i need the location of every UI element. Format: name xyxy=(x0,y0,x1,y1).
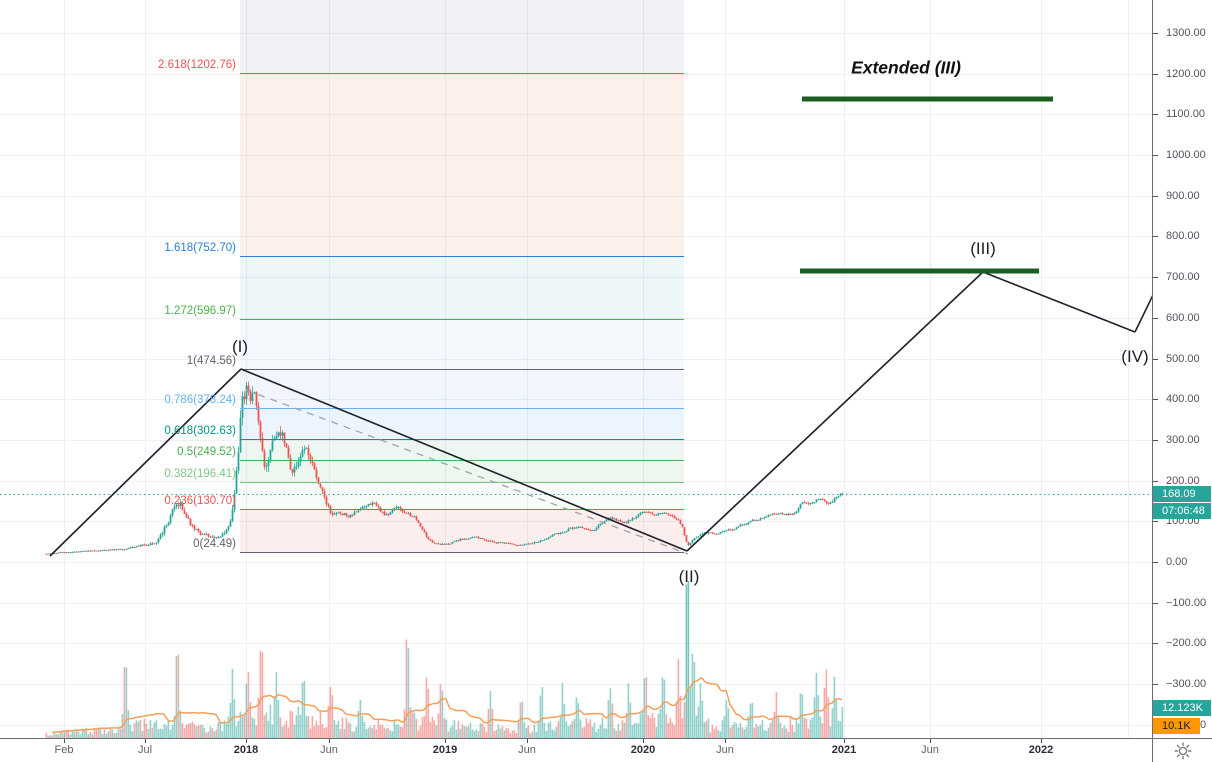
time-tick-mark xyxy=(725,739,726,743)
price-tick-mark xyxy=(1153,74,1158,75)
price-tick-label: 300.00 xyxy=(1166,433,1200,446)
time-tick-mark xyxy=(844,739,845,743)
time-tick-mark xyxy=(643,739,644,743)
time-tick-mark xyxy=(64,739,65,743)
price-tick-label: −100.00 xyxy=(1166,596,1207,609)
price-tick-mark xyxy=(1153,440,1158,441)
time-tick-label: Jun xyxy=(716,744,734,756)
chart-settings-corner xyxy=(1152,738,1212,762)
bar-countdown-badge: 07:06:48 xyxy=(1153,503,1211,519)
time-tick-label: Jun xyxy=(518,744,536,756)
price-tick-label: 1200.00 xyxy=(1166,67,1206,80)
price-tick-label: 0.00 xyxy=(1166,556,1188,569)
time-tick-label: 2019 xyxy=(432,744,458,756)
price-tick-mark xyxy=(1153,359,1158,360)
time-tick-label: 2022 xyxy=(1028,744,1054,756)
price-tick-label: −300.00 xyxy=(1166,678,1207,691)
price-tick-mark xyxy=(1153,481,1158,482)
price-tick-mark xyxy=(1153,562,1158,563)
time-tick-label: Jun xyxy=(921,744,939,756)
time-axis[interactable]: Feb Jul 2018 Jun 2019 Jun 2020 Jun 2021 Jun 2022 xyxy=(0,738,1152,762)
price-tick-label: 500.00 xyxy=(1166,352,1200,365)
price-tick-label: 800.00 xyxy=(1166,230,1200,243)
price-tick-mark xyxy=(1153,277,1158,278)
time-tick-mark xyxy=(246,739,247,743)
time-tick-label: Jul xyxy=(137,744,153,756)
price-chart-canvas[interactable] xyxy=(0,0,1152,738)
price-tick-label: 1100.00 xyxy=(1166,108,1205,121)
price-tick-label: 400.00 xyxy=(1166,393,1200,406)
price-tick-label: 1300.00 xyxy=(1166,27,1206,39)
time-tick-label: 2018 xyxy=(233,744,259,756)
price-tick-mark xyxy=(1153,33,1158,34)
price-tick-label: 700.00 xyxy=(1166,271,1200,284)
price-tick-mark xyxy=(1153,114,1158,115)
time-tick-mark xyxy=(930,739,931,743)
price-tick-label: 600.00 xyxy=(1166,311,1200,324)
time-tick-mark xyxy=(329,739,330,743)
price-tick-mark xyxy=(1153,318,1158,319)
volume-value-badge: 12.123K xyxy=(1153,700,1211,716)
gear-icon[interactable] xyxy=(1174,742,1192,760)
price-tick-label: 200.00 xyxy=(1166,474,1200,487)
time-tick-mark xyxy=(527,739,528,743)
time-tick-label: Feb xyxy=(54,744,74,756)
price-tick-mark xyxy=(1153,399,1158,400)
time-tick-label: Jun xyxy=(320,744,338,756)
time-tick-mark xyxy=(445,739,446,743)
price-tick-mark xyxy=(1153,196,1158,197)
volume-ma-badge: 10.1K xyxy=(1153,718,1200,734)
price-tick-mark xyxy=(1153,236,1158,237)
price-tick-mark xyxy=(1153,603,1158,604)
price-tick-label: 1000.00 xyxy=(1166,149,1206,162)
price-tick-mark xyxy=(1153,684,1158,685)
time-tick-label: 2021 xyxy=(831,744,857,756)
price-tick-mark xyxy=(1153,155,1158,156)
price-tick-mark xyxy=(1153,643,1158,644)
time-tick-mark xyxy=(1041,739,1042,743)
time-tick-mark xyxy=(145,739,146,743)
price-axis[interactable]: 1300.00 1200.00 1100.00 1000.00 900.00 800.00… xyxy=(1152,0,1212,738)
time-tick-label: 2020 xyxy=(630,744,656,756)
price-tick-label: 900.00 xyxy=(1166,189,1200,202)
price-tick-label: −200.00 xyxy=(1166,637,1207,650)
current-price-badge: 168.09 xyxy=(1153,486,1211,502)
price-tick-mark xyxy=(1153,521,1158,522)
